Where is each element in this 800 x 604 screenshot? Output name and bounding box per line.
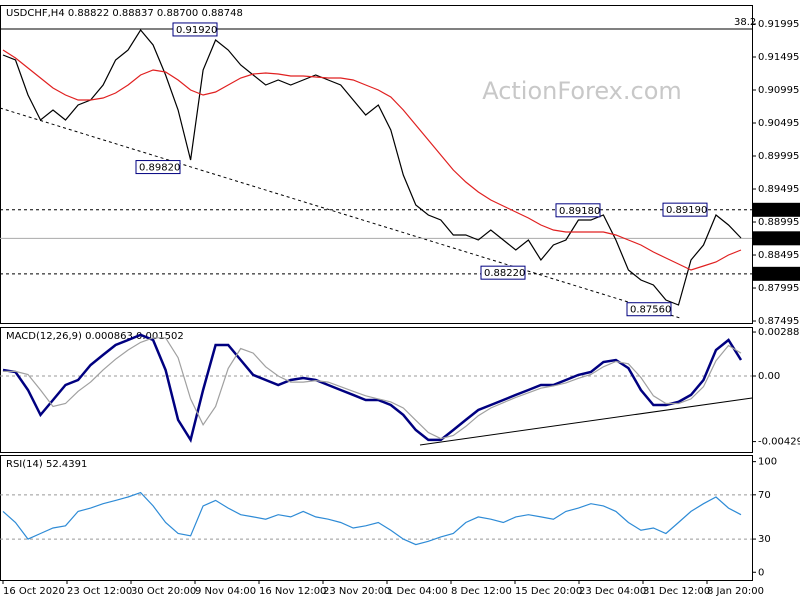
annotation-label: 0.89180 — [559, 206, 600, 217]
y-tick-label: 0.90495 — [758, 118, 799, 129]
x-tick-label: 9 Nov 04:00 — [195, 586, 256, 597]
x-tick-label: 8 Dec 12:00 — [451, 586, 512, 597]
series-line — [2, 49, 742, 271]
x-tick-label: 23 Nov 20:00 — [323, 586, 390, 597]
annotation-box — [135, 160, 181, 175]
y-tick-label: 30 — [758, 534, 771, 545]
x-tick-label: 16 Oct 2020 — [3, 586, 65, 597]
x-tick-label: 30 Oct 20:00 — [131, 586, 196, 597]
level-label: 38.2 — [734, 17, 756, 28]
level-box — [753, 202, 800, 217]
annotation-label: 0.88220 — [484, 268, 525, 279]
level-value: 0.88210 — [757, 269, 798, 280]
annotation-box — [626, 302, 672, 317]
y-tick-label: 0.88495 — [758, 250, 799, 261]
y-tick-label: 0.87495 — [758, 316, 799, 327]
y-tick-label: 0.89495 — [758, 184, 799, 195]
y-tick-label: 0.91495 — [758, 52, 799, 63]
trend-line — [0, 107, 681, 319]
y-tick-label: 0.91995 — [758, 19, 799, 30]
annotation-box — [555, 203, 601, 218]
rsi-panel — [0, 455, 753, 581]
level-value: 0.88748 — [757, 233, 798, 244]
series-line — [3, 337, 742, 440]
y-tick-label: 0.87995 — [758, 283, 799, 294]
annotation-label: 0.89190 — [666, 205, 707, 216]
y-tick-label: 0.90995 — [758, 85, 799, 96]
watermark: ActionForex.com — [482, 77, 682, 105]
y-tick-label: 70 — [758, 490, 771, 501]
y-tick-label: -0.004298 — [758, 437, 800, 448]
x-tick-label: 15 Dec 20:00 — [515, 586, 582, 597]
x-tick-label: 1 Dec 04:00 — [387, 586, 448, 597]
level-box — [753, 231, 800, 246]
series-line — [2, 491, 742, 546]
y-tick-label: 100 — [758, 457, 777, 468]
y-tick-label: 0.88995 — [758, 217, 799, 228]
chart-title: USDCHF,H4 0.88822 0.88837 0.88700 0.8874… — [6, 8, 243, 19]
x-tick-label: 16 Nov 12:00 — [259, 586, 326, 597]
level-box — [753, 266, 800, 281]
annotation-label: 0.89820 — [139, 163, 180, 174]
y-tick-label: 0.00 — [758, 371, 780, 382]
annotation-box — [172, 22, 218, 37]
macd-panel — [0, 327, 753, 453]
x-tick-label: 23 Oct 12:00 — [67, 586, 132, 597]
y-tick-label: 0.00288 — [758, 327, 799, 338]
y-tick-label: 0 — [758, 567, 764, 578]
level-value: 0.89180 — [757, 205, 798, 216]
macd-title: MACD(12,26,9) 0.000863 0.001502 — [6, 331, 184, 342]
x-tick-label: 31 Dec 12:00 — [643, 586, 710, 597]
x-tick-label: 23 Dec 04:00 — [579, 586, 646, 597]
y-tick-label: 0.89995 — [758, 151, 799, 162]
price-panel — [0, 5, 753, 324]
x-tick-label: 8 Jan 20:00 — [707, 586, 764, 597]
annotation-label: 0.87560 — [630, 305, 671, 316]
macd-trend-line — [419, 397, 753, 446]
annotation-box — [480, 265, 526, 280]
rsi-title: RSI(14) 52.4391 — [6, 459, 87, 470]
annotation-box — [662, 202, 708, 217]
series-line — [2, 28, 742, 306]
annotation-label: 0.91920 — [176, 25, 217, 36]
